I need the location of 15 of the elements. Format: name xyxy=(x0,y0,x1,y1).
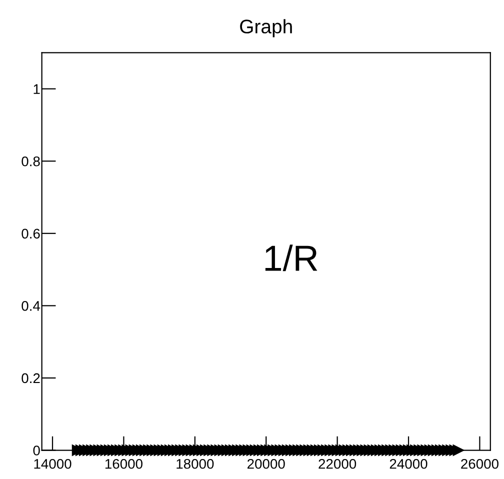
x-tick-label: 14000 xyxy=(34,458,72,469)
y-tick-label: 1 xyxy=(34,84,40,94)
x-tick-label: 18000 xyxy=(176,458,214,469)
y-tick-label: 0.8 xyxy=(22,156,40,166)
chart-title: Graph xyxy=(240,19,292,38)
x-tick-label: 20000 xyxy=(248,458,285,469)
x-tick-label: 26000 xyxy=(461,458,498,469)
y-tick-label: 0.6 xyxy=(22,228,40,239)
annotation: 1/R xyxy=(265,244,318,272)
x-tick-label: 24000 xyxy=(390,458,428,469)
y-tick-label: 0.4 xyxy=(22,301,40,311)
y-tick-label: 0.2 xyxy=(22,373,40,384)
y-tick-label: 0 xyxy=(33,446,40,456)
x-tick-label: 16000 xyxy=(105,458,142,469)
x-tick-label: 22000 xyxy=(318,458,356,469)
